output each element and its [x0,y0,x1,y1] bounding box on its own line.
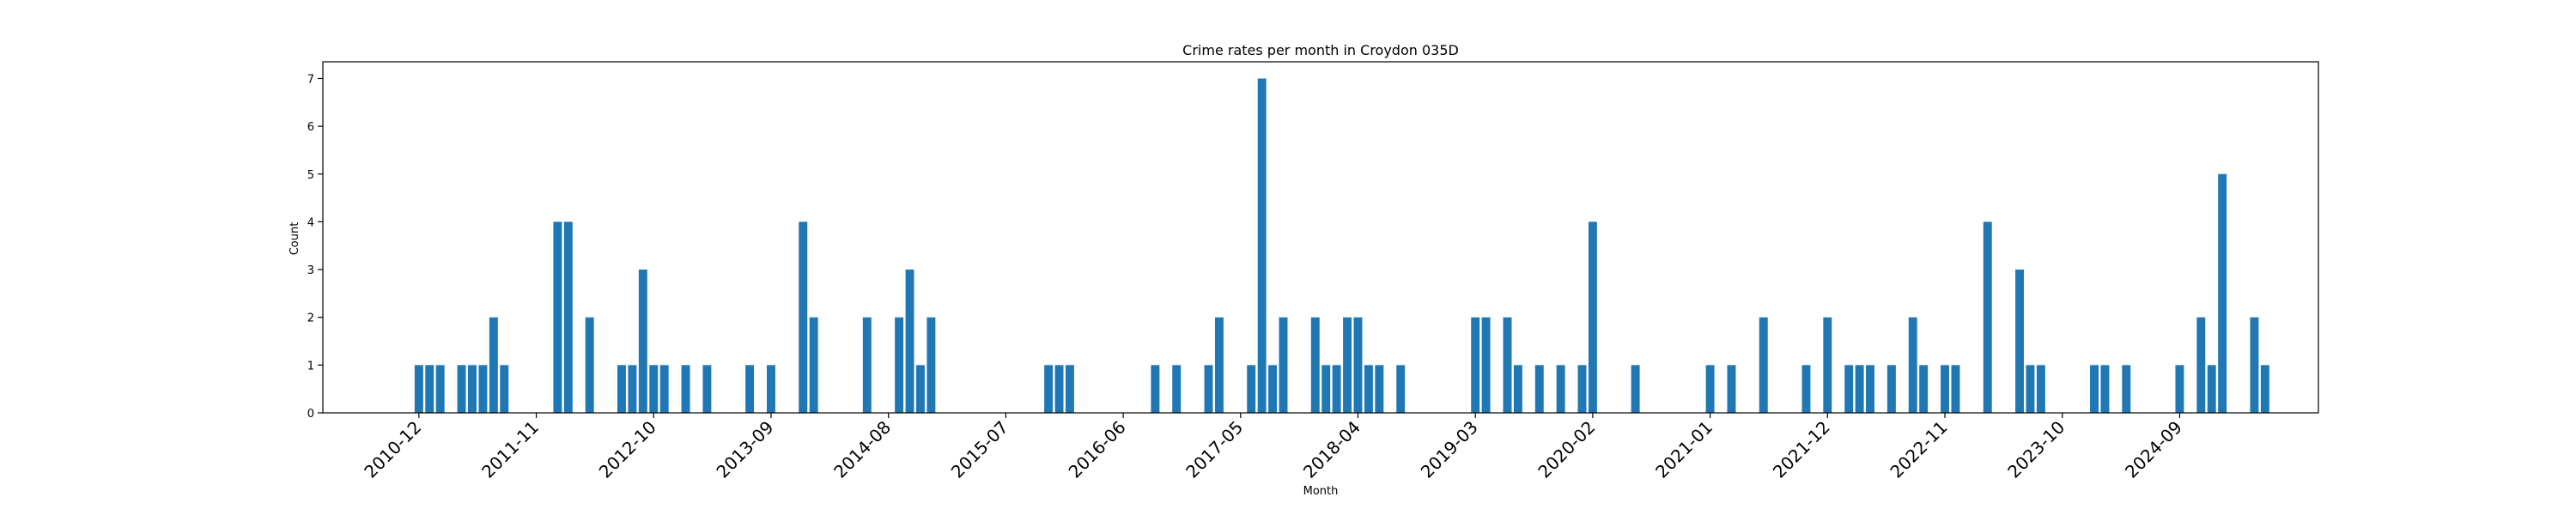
bar-2021-12 [1823,317,1832,413]
bar-2012-07 [617,365,626,413]
bar-2020-06 [1631,365,1640,413]
x-axis-label: Month [1303,485,1339,498]
bar-2023-03 [1983,221,1992,413]
bar-2011-02 [435,365,445,413]
bar-2013-01 [681,365,690,413]
bar-2024-11 [2196,317,2206,413]
bar-2023-06 [2015,270,2024,413]
bar-2017-02 [1204,365,1213,413]
bar-2025-04 [2250,317,2259,413]
bar-2023-08 [2036,365,2045,413]
bar-2018-01 [1321,365,1331,413]
chart-title: Crime rates per month in Croydon 035D [1182,42,1459,58]
bar-2016-01 [1065,365,1074,413]
bar-2011-06 [478,365,488,413]
y-tick-label: 0 [307,408,314,421]
bar-2023-07 [2026,365,2035,413]
bar-2013-07 [745,365,755,413]
bar-2013-12 [799,221,808,413]
bar-2020-02 [1588,221,1597,413]
y-tick-label: 5 [307,169,314,182]
bar-2014-01 [809,317,818,413]
y-tick-label: 1 [307,360,314,373]
bar-2016-11 [1172,365,1182,413]
bar-2016-09 [1151,365,1160,413]
bar-2015-12 [1054,365,1064,413]
bar-2010-12 [414,365,423,413]
bar-2012-08 [628,365,637,413]
bar-2019-03 [1471,317,1480,413]
bar-2024-01 [2090,365,2099,413]
bar-2018-05 [1364,365,1373,413]
bar-2012-02 [563,221,573,413]
y-tick-label: 3 [307,264,314,277]
bar-2012-04 [585,317,594,413]
bar-2018-06 [1375,365,1384,413]
bar-2017-06 [1247,365,1256,413]
bar-2021-03 [1727,365,1736,413]
bar-2015-11 [1044,365,1054,413]
bar-2012-10 [649,365,659,413]
bar-2022-08 [1908,317,1917,413]
bar-2024-04 [2122,365,2131,413]
bar-2025-01 [2218,173,2227,413]
y-axis-label: Count [289,222,301,256]
bar-2021-10 [1801,365,1811,413]
bar-2022-06 [1886,365,1896,413]
bar-2019-11 [1556,365,1565,413]
bar-2017-12 [1310,317,1320,413]
y-tick-label: 7 [307,73,314,86]
bar-2025-05 [2260,365,2269,413]
bar-2021-01 [1705,365,1715,413]
y-tick-label: 4 [307,216,314,229]
bar-2012-11 [659,365,669,413]
y-axis-ticks: 0 1 2 3 4 5 6 7 [307,73,323,421]
bar-2013-03 [702,365,712,413]
bar-2017-03 [1214,317,1224,413]
bar-2020-01 [1577,365,1587,413]
bar-2014-12 [927,317,936,413]
bar-2011-01 [425,365,434,413]
bar-2019-07 [1513,365,1522,413]
bar-2014-09 [895,317,904,413]
plot-area-frame [322,61,2319,414]
bar-2017-08 [1268,365,1278,413]
bar-2019-06 [1503,317,1512,413]
bar-2012-09 [638,270,647,413]
bar-2014-06 [862,317,872,413]
bar-2018-04 [1353,317,1363,413]
bar-2022-11 [1941,365,1949,413]
bar-2019-09 [1534,365,1544,413]
bar-2022-02 [1844,365,1854,413]
bar-2019-04 [1481,317,1491,413]
bar-2021-06 [1759,317,1768,413]
bar-2011-05 [468,365,477,413]
bar-2024-02 [2100,365,2110,413]
bar-2011-04 [457,365,466,413]
bar-2013-09 [767,365,775,413]
bar-2014-10 [905,270,914,413]
bar-2018-08 [1396,365,1406,413]
bar-2014-11 [915,365,925,413]
bar-2018-02 [1332,365,1341,413]
bars-layer [414,78,2269,413]
bar-2022-12 [1951,365,1960,413]
bar-2018-03 [1343,317,1352,413]
y-tick-label: 2 [307,312,314,325]
bar-2022-09 [1919,365,1929,413]
bar-2022-04 [1866,365,1874,413]
bar-2017-09 [1279,317,1288,413]
bar-2017-07 [1257,78,1267,413]
bar-2011-07 [489,317,498,413]
bar-2024-12 [2207,365,2216,413]
bar-2011-08 [500,365,509,413]
bar-2022-03 [1855,365,1864,413]
y-tick-label: 6 [307,121,314,134]
bar-2024-09 [2175,365,2184,413]
bar-2012-01 [553,221,562,413]
